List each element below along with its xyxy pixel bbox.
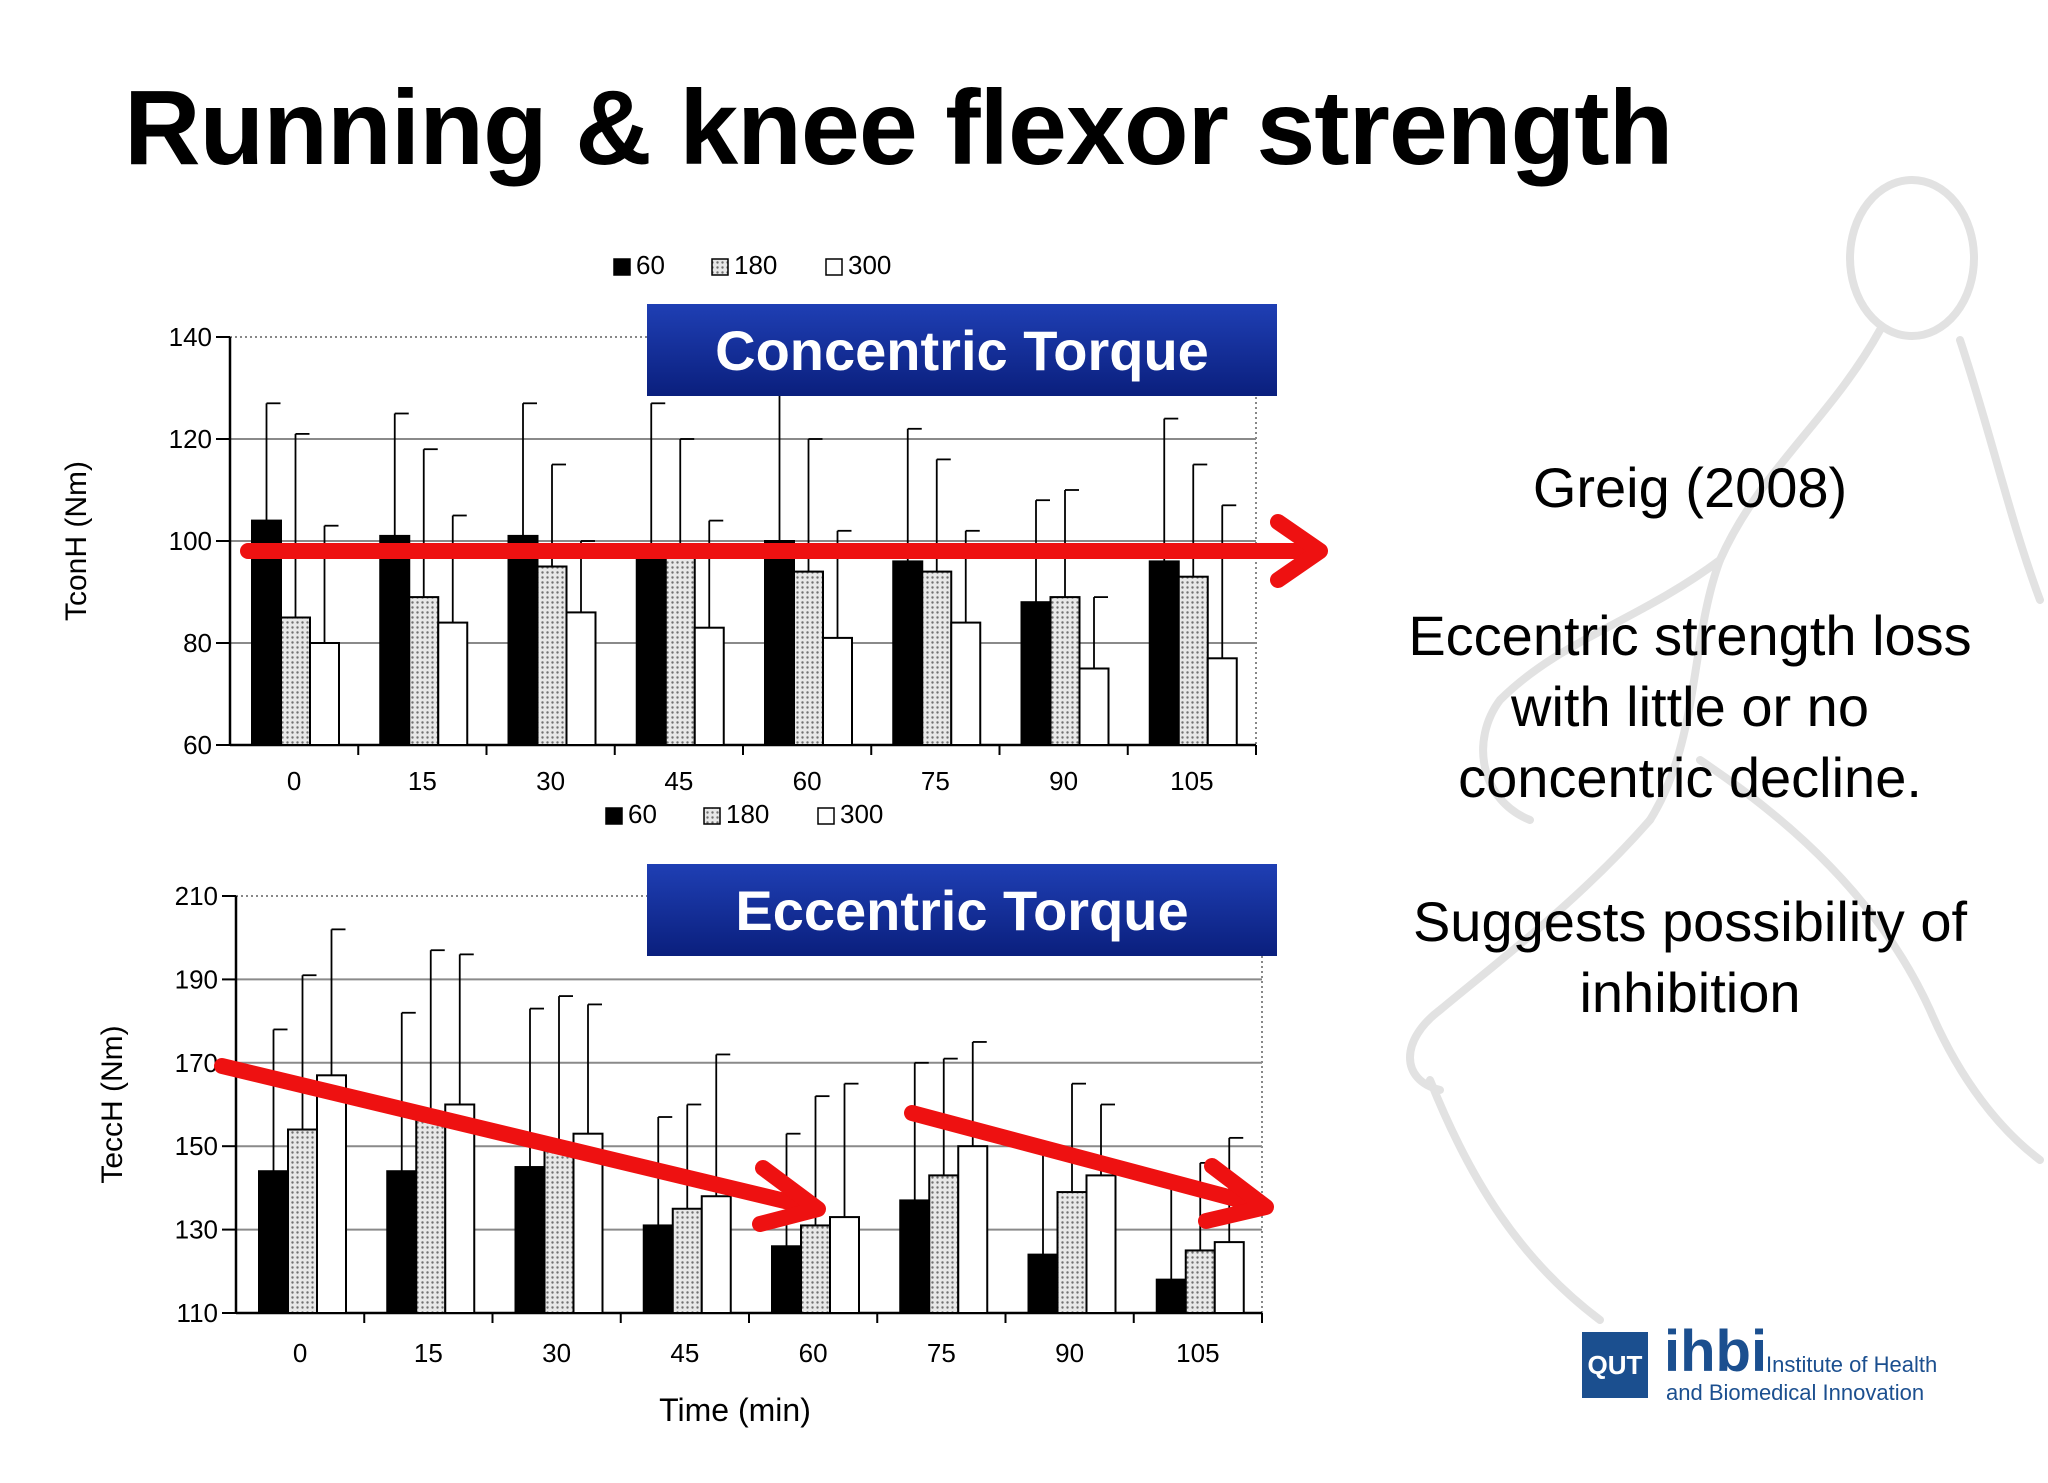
bar-300-45 — [693, 626, 725, 747]
x-tick-label: 30 — [536, 766, 565, 796]
bar-60-30 — [514, 1166, 546, 1315]
ihbi-logo: QUT ihbi Institute of Health and Biomedi… — [1582, 1319, 2002, 1405]
eccentric-decline-arrow-2 — [904, 1105, 1270, 1214]
legend-entry-60: 60 — [636, 250, 665, 280]
bar-60-0 — [258, 1170, 289, 1314]
bar-180-0 — [280, 616, 311, 746]
bar-60-15 — [386, 1170, 418, 1314]
finding-text: Eccentric strength loss with little or n… — [1408, 604, 1972, 809]
bar-180-105 — [1177, 575, 1209, 747]
eccentric-decline-arrow-1 — [214, 1058, 822, 1216]
y-axis-label: TconH (Nm) — [60, 461, 93, 621]
y-tick-label: 120 — [169, 424, 212, 454]
x-tick-label: 0 — [287, 766, 301, 796]
x-tick-label: 15 — [408, 766, 437, 796]
legend-entry-300: 300 — [848, 250, 891, 280]
legend-swatch-180 — [711, 258, 729, 276]
x-tick-label: 75 — [927, 1338, 956, 1368]
legend-entry-300: 300 — [840, 799, 883, 829]
x-tick-label: 15 — [414, 1338, 443, 1368]
concentric-torque-banner: Concentric Torque — [647, 304, 1277, 396]
eccentric-torque-banner: Eccentric Torque — [647, 864, 1277, 956]
x-tick-label: 45 — [664, 766, 693, 796]
concentric-arrow-head — [1270, 514, 1328, 588]
legend-entry-180: 180 — [726, 799, 769, 829]
bar-300-75 — [957, 1145, 989, 1314]
legend-swatch-60 — [605, 807, 623, 825]
x-tick-label: 105 — [1170, 766, 1213, 796]
x-tick-label: 90 — [1049, 766, 1078, 796]
logo-institute-line-1: Institute of Health — [1766, 1352, 1938, 1377]
y-tick-label: 170 — [175, 1048, 218, 1078]
bar-300-15 — [437, 621, 469, 746]
bar-300-30 — [565, 611, 597, 747]
eccentric-arrow-head-1 — [752, 1160, 826, 1232]
slide-title: Running & knee flexor strength — [124, 69, 1673, 187]
y-tick-label: 130 — [175, 1215, 218, 1245]
ihbi-logo-name: ihbi — [1664, 1319, 1768, 1384]
bar-180-15 — [415, 1116, 447, 1315]
x-tick-label: 75 — [921, 766, 950, 796]
eccentric-arrow-head-2 — [1198, 1158, 1274, 1229]
y-tick-label: 150 — [175, 1131, 218, 1161]
bar-60-30 — [507, 534, 539, 747]
qut-logo-mark: QUT — [1582, 1332, 1648, 1398]
x-axis-label: Time (min) — [659, 1392, 811, 1428]
legend-entry-60: 60 — [628, 799, 657, 829]
legend-entry-180: 180 — [734, 250, 777, 280]
bar-180-45 — [671, 1207, 703, 1314]
y-tick-label: 190 — [175, 964, 218, 994]
x-tick-label: 30 — [542, 1338, 571, 1368]
bar-300-75 — [950, 621, 982, 746]
bar-300-0 — [309, 642, 340, 746]
bar-180-90 — [1056, 1191, 1088, 1314]
bar-300-60 — [829, 1216, 860, 1314]
legend-swatch-180 — [703, 807, 721, 825]
y-tick-label: 110 — [177, 1298, 218, 1328]
y-tick-label: 100 — [169, 526, 212, 556]
logo-institute-line-2: and Biomedical Innovation — [1666, 1380, 1925, 1405]
bar-300-0 — [316, 1074, 347, 1315]
reference-text: Greig (2008) — [1532, 456, 1848, 519]
x-tick-label: 45 — [670, 1338, 699, 1368]
bar-180-30 — [543, 1145, 575, 1314]
suggestion-text: Suggests possibility of inhibition — [1412, 890, 1968, 1024]
y-tick-label: 80 — [183, 628, 212, 658]
legend-swatch-300 — [825, 258, 843, 276]
bar-300-15 — [444, 1103, 476, 1314]
bar-60-15 — [379, 534, 411, 747]
x-tick-label: 60 — [793, 766, 822, 796]
y-tick-label: 60 — [183, 730, 212, 760]
y-axis-label: TeccH (Nm) — [96, 1025, 129, 1183]
bar-300-90 — [1085, 1174, 1117, 1315]
legend-swatch-300 — [817, 807, 835, 825]
legend-swatch-60 — [613, 258, 631, 276]
x-tick-label: 60 — [799, 1338, 828, 1368]
bar-60-105 — [1148, 560, 1180, 747]
y-tick-label: 210 — [175, 881, 218, 911]
x-tick-label: 90 — [1055, 1338, 1084, 1368]
bar-300-60 — [822, 636, 853, 747]
x-tick-label: 0 — [293, 1338, 307, 1368]
x-tick-label: 105 — [1176, 1338, 1219, 1368]
y-tick-label: 140 — [169, 322, 212, 352]
